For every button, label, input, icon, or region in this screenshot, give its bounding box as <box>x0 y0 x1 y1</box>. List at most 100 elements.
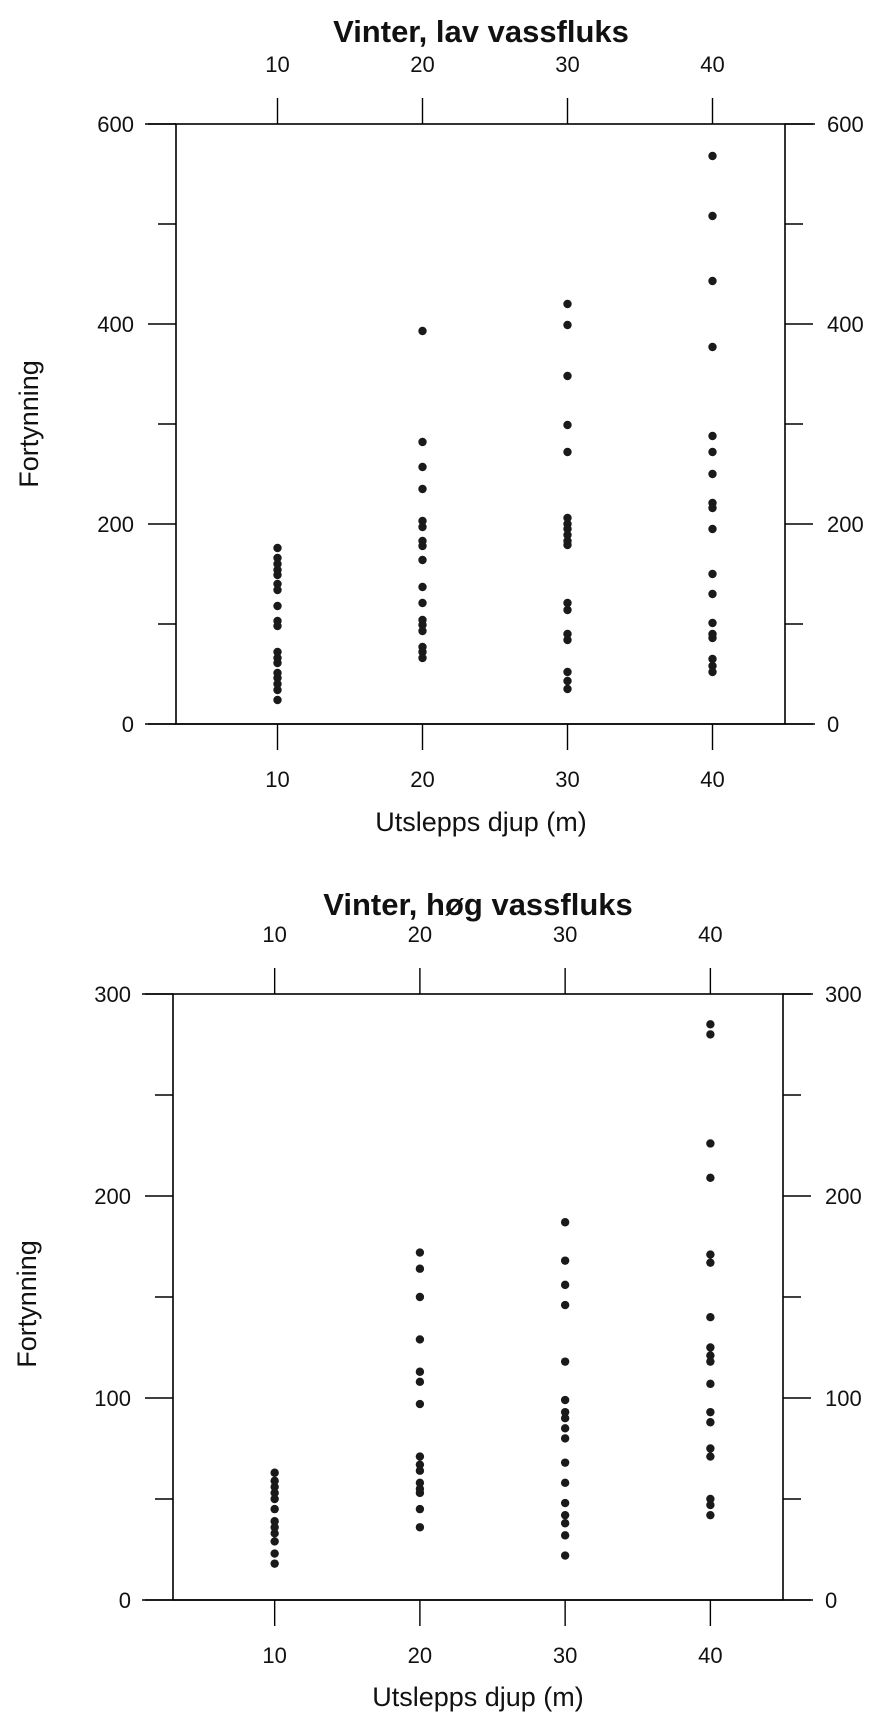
data-point <box>415 1488 425 1498</box>
data-point <box>418 620 427 630</box>
data-point <box>418 326 427 336</box>
data-point <box>415 1504 425 1514</box>
data-point <box>415 1399 425 1409</box>
data-point <box>563 667 572 677</box>
data-point <box>706 1020 715 1029</box>
data-point <box>560 1357 570 1366</box>
x-tick-label-bottom: 30 <box>555 767 579 792</box>
data-point <box>273 553 282 563</box>
data-point <box>706 1250 715 1259</box>
x-tick-label-top: 20 <box>408 922 432 947</box>
y-tick-label-left: 0 <box>119 1588 131 1613</box>
chart-panel-winter-high-flux: Vinter, høg vassfluks Utslepps djup (m) … <box>12 887 862 1712</box>
data-point <box>706 1139 715 1148</box>
data-point <box>563 320 572 330</box>
x-tick-label-bottom: 40 <box>698 1643 722 1668</box>
data-point <box>706 1351 715 1360</box>
data-point <box>418 626 427 636</box>
data-point <box>273 695 282 705</box>
data-point <box>415 1466 425 1475</box>
data-point <box>706 1407 715 1417</box>
data-point <box>563 598 572 608</box>
plot-frame <box>175 123 786 725</box>
x-tick-label-top: 20 <box>410 52 434 77</box>
data-point <box>563 420 572 430</box>
y-tick-label-right: 300 <box>825 982 862 1007</box>
x-tick-label-top: 30 <box>555 52 579 77</box>
data-point <box>560 1300 570 1310</box>
data-point <box>708 469 717 479</box>
data-point <box>560 1531 570 1540</box>
x-axis-label: Utslepps djup (m) <box>372 1682 584 1712</box>
data-point <box>560 1510 570 1520</box>
y-tick-label-left: 300 <box>94 982 131 1007</box>
data-point <box>270 1529 279 1538</box>
data-point <box>708 431 717 441</box>
data-point <box>563 530 572 540</box>
data-point <box>418 647 427 657</box>
data-point <box>273 543 282 553</box>
y-tick-label-right: 400 <box>827 312 864 337</box>
data-point <box>273 579 282 589</box>
data-point <box>418 555 427 565</box>
data-point <box>706 1030 715 1039</box>
data-point <box>415 1367 425 1376</box>
x-tick-label-bottom: 10 <box>262 1643 286 1668</box>
data-point <box>418 484 427 494</box>
data-point <box>708 524 717 534</box>
data-point <box>563 299 572 309</box>
data-point <box>706 1357 715 1366</box>
y-tick-label-left: 200 <box>97 512 134 537</box>
data-point <box>418 598 427 608</box>
y-tick-label-left: 200 <box>94 1184 131 1209</box>
data-point <box>706 1510 715 1520</box>
x-tick-label-top: 40 <box>700 52 724 77</box>
data-point <box>418 541 427 551</box>
data-point <box>273 559 282 569</box>
data-point <box>560 1256 570 1265</box>
data-point <box>418 522 427 532</box>
data-point <box>418 437 427 447</box>
data-point <box>270 1488 279 1498</box>
chart-panel-winter-low-flux: Vinter, lav vassfluks Utslepps djup (m) … <box>14 14 864 837</box>
x-axis-label: Utslepps djup (m) <box>375 807 587 837</box>
x-tick-label-top: 10 <box>265 52 289 77</box>
y-tick-label-right: 600 <box>827 112 864 137</box>
data-point <box>708 151 717 161</box>
y-axis-label: Fortynning <box>12 1240 42 1368</box>
data-point <box>415 1478 425 1488</box>
x-tick-label-top: 10 <box>262 922 286 947</box>
data-point <box>273 585 282 595</box>
y-tick-label-right: 0 <box>827 712 839 737</box>
data-point <box>706 1258 715 1267</box>
data-point <box>708 589 717 599</box>
data-point <box>708 661 717 671</box>
data-point <box>273 685 282 695</box>
data-point <box>706 1452 715 1461</box>
data-point <box>563 676 572 686</box>
x-tick-label-bottom: 10 <box>265 767 289 792</box>
data-point <box>273 570 282 580</box>
data-point <box>708 342 717 352</box>
data-point <box>273 621 282 631</box>
data-point <box>563 447 572 457</box>
y-axis-label: Fortynning <box>14 360 44 488</box>
y-tick-label-right: 200 <box>825 1184 862 1209</box>
data-point <box>563 605 572 615</box>
y-tick-label-right: 0 <box>825 1588 837 1613</box>
data-point <box>560 1519 570 1528</box>
data-point <box>560 1424 570 1433</box>
data-point <box>708 654 717 664</box>
data-point <box>563 684 572 694</box>
data-point <box>563 629 572 639</box>
data-point <box>708 276 717 286</box>
y-tick-label-left: 600 <box>97 112 134 137</box>
data-point <box>418 653 427 663</box>
data-point <box>415 1248 425 1257</box>
data-point <box>708 667 717 677</box>
data-point <box>706 1494 715 1504</box>
data-point <box>560 1551 570 1560</box>
data-point <box>560 1434 570 1443</box>
data-point <box>560 1407 570 1417</box>
y-tick-label-left: 0 <box>122 712 134 737</box>
